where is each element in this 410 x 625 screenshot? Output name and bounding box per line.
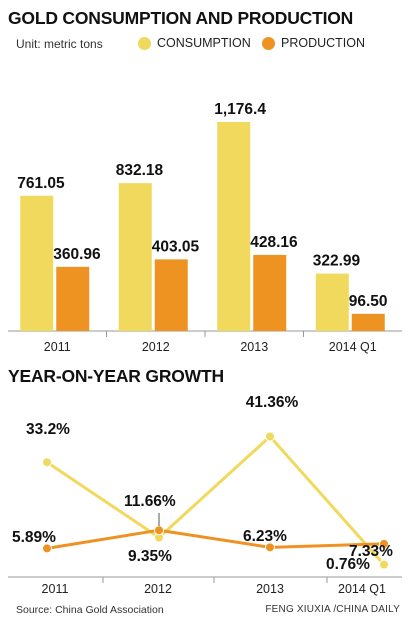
line-chart-title: YEAR-ON-YEAR GROWTH (8, 366, 224, 386)
point-consumption-2 (265, 431, 275, 442)
point-production-3 (379, 538, 389, 549)
point-production-2 (265, 542, 275, 553)
bar-production-1 (154, 259, 188, 331)
line-value-label-consumption-0: 33.2% (26, 421, 70, 438)
bar-production-2 (253, 254, 287, 331)
line-x-tick-label: 2013 (256, 582, 284, 596)
bar-consumption-1 (118, 183, 152, 331)
line-value-label-production-1: 11.66% (124, 493, 176, 510)
bar-production-0 (56, 266, 90, 331)
line-x-tick-label: 2012 (144, 582, 172, 596)
point-production-1 (154, 525, 164, 536)
legend-production-swatch (262, 36, 275, 50)
source-note: Source: China Gold Association (16, 604, 164, 616)
bar-x-tick-label: 2014 Q1 (329, 340, 377, 354)
point-consumption-0 (42, 457, 52, 468)
bar-value-label-consumption-0: 761.05 (17, 175, 65, 192)
point-consumption-3 (379, 559, 389, 570)
line-value-label-production-3: 7.33% (349, 543, 393, 560)
bar-value-label-production-1: 403.05 (152, 238, 200, 255)
bar-x-tick-label: 2013 (240, 340, 268, 354)
legend-production: PRODUCTION (262, 36, 365, 50)
line-chart: 2011 2012 2013 2014 Q1 33.2% 9.35% 41.36% 0.76%… (8, 394, 402, 596)
legend-production-label: PRODUCTION (281, 36, 366, 50)
credit-note: FENG XIUXIA /CHINA DAILY (265, 604, 400, 615)
bar-consumption-3 (315, 273, 349, 331)
bar-x-tick-label: 2011 (44, 340, 71, 354)
bar-value-label-production-0: 360.96 (53, 246, 101, 263)
line-production (46, 528, 385, 550)
unit-label: Unit: metric tons (16, 37, 103, 51)
bar-value-label-production-2: 428.16 (250, 234, 298, 251)
legend-consumption-swatch (138, 36, 151, 50)
legend-consumption: CONSUMPTION (138, 36, 251, 50)
legend-consumption-label: CONSUMPTION (157, 36, 251, 50)
bar-chart: 761.05 360.96 2011 832.18 403.05 2012 1,176.4 4… (8, 101, 402, 354)
bar-value-label-consumption-2: 1,176.4 (214, 101, 266, 118)
line-consumption (46, 434, 386, 566)
point-production-0 (42, 543, 52, 554)
line-value-label-production-0: 5.89% (12, 529, 56, 546)
line-x-tick-label: 2011 (42, 582, 69, 596)
line-x-tick-label: 2014 Q1 (338, 582, 386, 596)
line-value-label-production-2: 6.23% (243, 528, 287, 545)
bar-value-label-consumption-1: 832.18 (116, 162, 164, 179)
bar-chart-title: GOLD CONSUMPTION AND PRODUCTION (8, 8, 354, 28)
bar-value-label-production-3: 96.50 (349, 293, 388, 310)
bar-value-label-consumption-3: 322.99 (313, 253, 361, 270)
bar-x-tick-label: 2012 (142, 340, 170, 354)
line-value-label-consumption-2: 41.36% (246, 394, 299, 411)
line-value-label-consumption-3: 0.76% (326, 556, 370, 573)
bar-consumption-2 (217, 121, 251, 331)
bar-consumption-0 (20, 195, 54, 331)
bar-production-3 (351, 313, 385, 331)
line-value-label-consumption-1: 9.35% (128, 548, 172, 565)
